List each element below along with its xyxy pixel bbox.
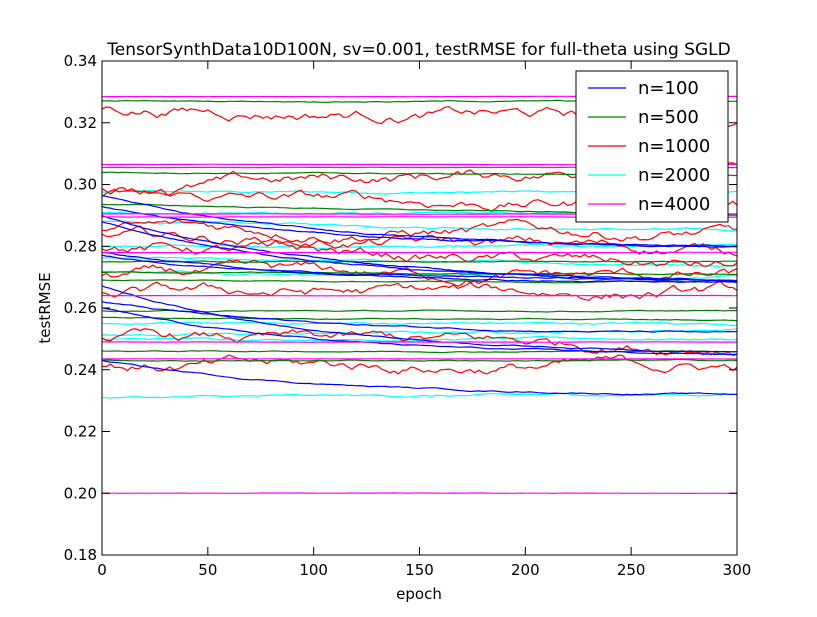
series-line-n-1000-run-9 (101, 328, 738, 357)
series-line-n-1000-run-5 (101, 225, 738, 257)
series-line-n-500-run-9 (101, 350, 738, 354)
y-tick-label: 0.28 (64, 237, 97, 255)
series-line-n-500-run-8 (102, 316, 738, 322)
series-line-n-2000-run-9 (102, 335, 738, 342)
series-line-n-2000-run-10 (102, 392, 738, 399)
series-line-n-2000-run-7 (101, 321, 738, 327)
series-line-n-4000-run-6 (101, 251, 737, 254)
series-line-n-500-run-4 (101, 260, 738, 263)
legend-label-n-500: n=500 (638, 107, 699, 128)
series-line-n-500-run-10 (101, 358, 738, 362)
x-tick-label: 200 (511, 561, 540, 579)
legend-label-n-1000: n=1000 (638, 136, 710, 157)
y-axis-label: testRMSE (36, 272, 54, 343)
y-tick-label: 0.30 (64, 176, 97, 194)
legend-label-n-2000: n=2000 (638, 165, 710, 186)
y-axis-ticks: 0.18 0.20 0.22 0.24 0.26 0.28 0.30 0.32 0.34 (64, 52, 737, 564)
series-line-n-100-run-2 (101, 205, 738, 248)
legend: n=100 n=500 n=1000 n=2000 n=4000 (575, 70, 729, 223)
y-tick-label: 0.22 (64, 423, 97, 441)
series-line-n-100-run-10 (101, 359, 738, 396)
legend-label-n-4000: n=4000 (638, 194, 710, 215)
series-line-n-100-run-7 (101, 285, 738, 353)
x-tick-label: 300 (723, 561, 752, 579)
series-line-n-100-run-6 (101, 254, 738, 282)
y-tick-label: 0.18 (64, 546, 97, 564)
chart-title: TensorSynthData10D100N, sv=0.001, testRM… (106, 40, 730, 60)
x-tick-label: 0 (97, 561, 107, 579)
x-tick-label: 100 (299, 561, 328, 579)
x-tick-label: 150 (405, 561, 434, 579)
series-line-n-500-run-5 (102, 271, 738, 276)
y-tick-label: 0.20 (64, 484, 97, 502)
y-tick-label: 0.26 (64, 299, 97, 317)
series-line-n-4000-run-8 (102, 341, 738, 343)
legend-label-n-100: n=100 (638, 78, 699, 99)
series-line-n-4000-run-7 (102, 294, 737, 297)
series-line-n-100-run-5 (101, 251, 738, 283)
x-axis-ticks: 0 50 100 150 200 250 300 (97, 61, 751, 579)
y-tick-label: 0.32 (64, 114, 97, 132)
x-tick-label: 250 (617, 561, 646, 579)
series-line-n-1000-run-6 (101, 238, 738, 267)
series-line-n-100-run-9 (101, 307, 738, 356)
y-tick-label: 0.34 (64, 52, 97, 70)
series-line-n-500-run-7 (101, 309, 738, 313)
y-tick-label: 0.24 (64, 361, 97, 379)
series-line-n-100-run-8 (101, 301, 738, 333)
x-axis-label: epoch (396, 585, 442, 603)
series-line-n-1000-run-4 (101, 218, 738, 245)
series-line-n-1000-run-8 (101, 280, 738, 302)
series-line-n-4000-run-10 (102, 492, 737, 495)
x-tick-label: 50 (198, 561, 217, 579)
